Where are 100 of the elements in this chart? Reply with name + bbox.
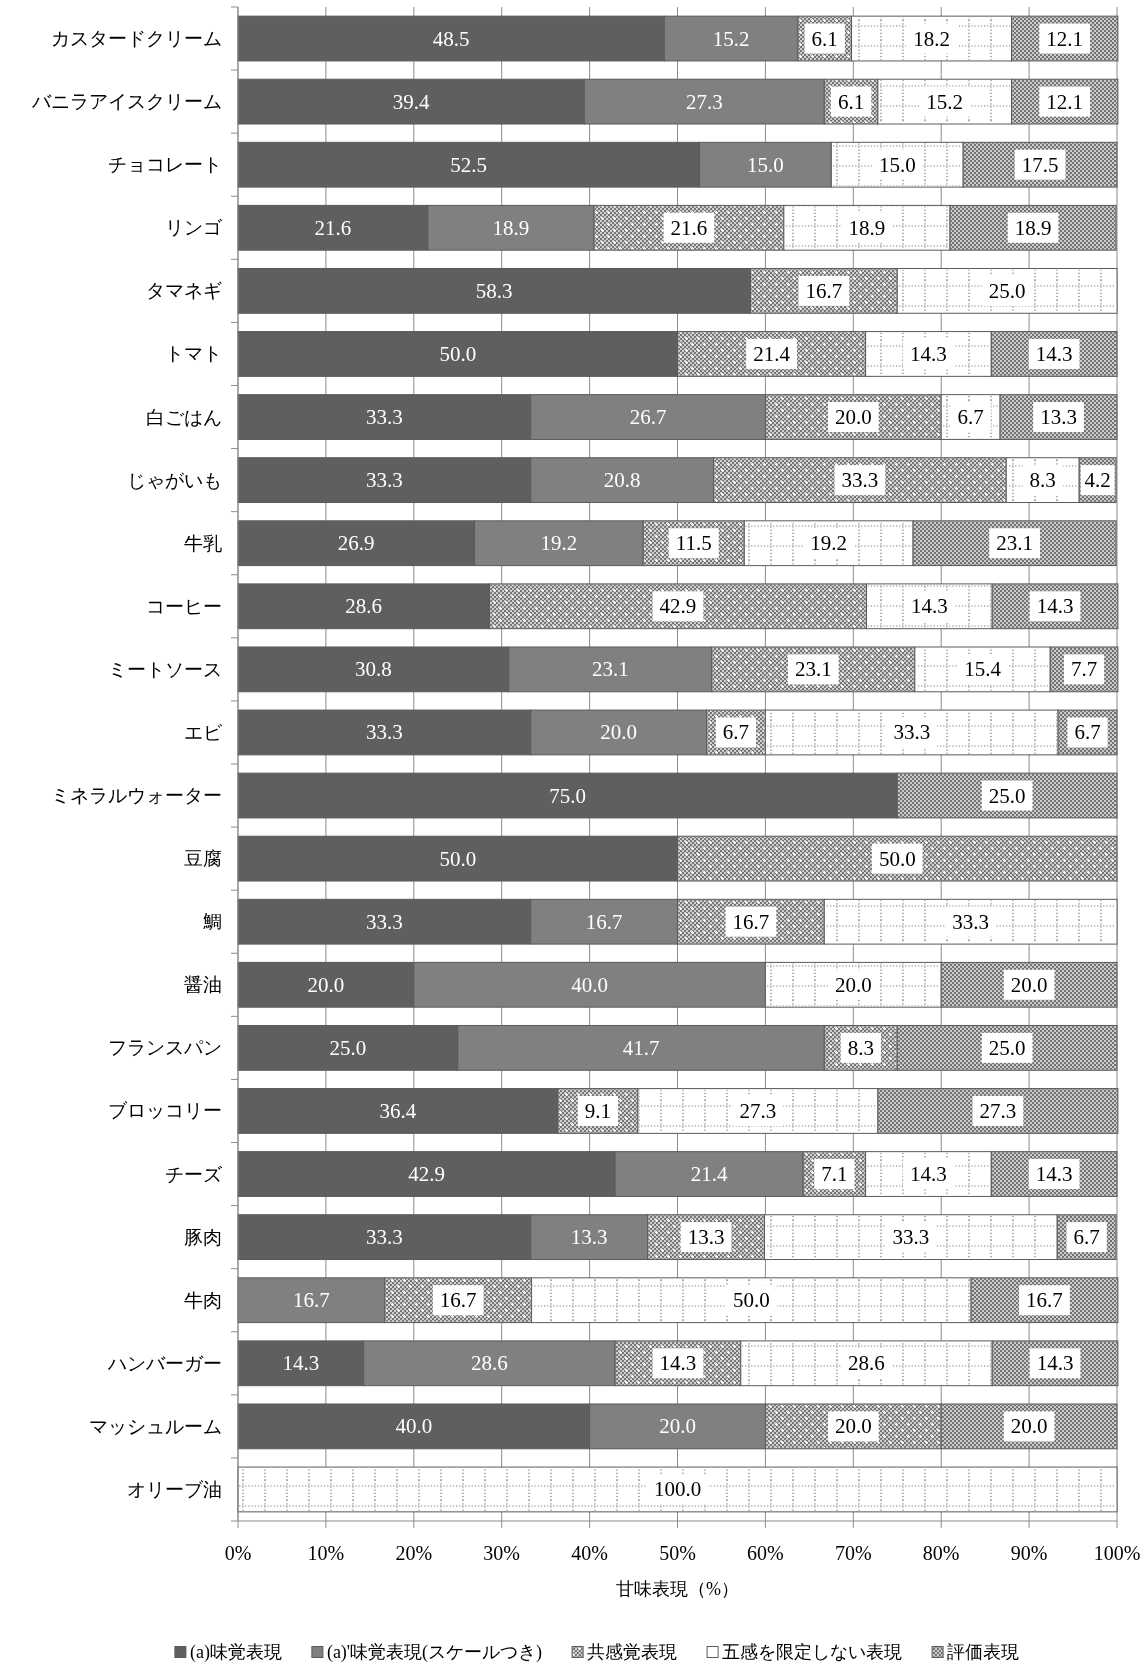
data-label: 8.3 xyxy=(1029,468,1056,493)
data-label: 23.1 xyxy=(787,654,839,685)
data-label: 6.7 xyxy=(957,405,984,430)
data-label: 11.5 xyxy=(668,528,719,559)
data-label: 16.7 xyxy=(1026,1288,1063,1313)
y-tick-label: バニラアイスクリーム xyxy=(31,91,222,113)
data-label: 50.0 xyxy=(878,846,916,871)
data-label: 19.2 xyxy=(810,531,848,556)
data-label: 13.3 xyxy=(570,1225,608,1250)
data-label: 21.4 xyxy=(690,1162,728,1187)
legend-item: 五感を限定しない表現 xyxy=(706,1642,903,1662)
legend-item: 評価表現 xyxy=(931,1642,1020,1662)
data-label: 25.0 xyxy=(329,1035,367,1060)
data-label: 7.7 xyxy=(1063,654,1105,685)
data-label: 14.3 xyxy=(903,1159,954,1190)
data-label: 20.0 xyxy=(600,720,637,745)
data-label: 50.0 xyxy=(439,341,477,366)
legend-item: (a)'味覚表現(スケールつき) xyxy=(311,1642,543,1662)
data-label: 15.2 xyxy=(926,89,964,114)
data-label: 17.5 xyxy=(1021,152,1059,177)
data-label: 7.1 xyxy=(821,1162,848,1187)
data-label: 4.2 xyxy=(1080,465,1115,496)
data-label: 16.7 xyxy=(798,275,850,306)
data-label: 40.0 xyxy=(395,1414,433,1439)
data-label: 33.3 xyxy=(841,468,879,493)
data-label: 25.0 xyxy=(988,783,1026,808)
x-tick-label: 0% xyxy=(224,1542,252,1564)
data-label: 14.3 xyxy=(903,338,954,369)
data-label: 13.3 xyxy=(680,1222,732,1253)
data-label: 14.3 xyxy=(1036,594,1074,619)
x-tick-label: 100% xyxy=(1093,1542,1141,1564)
y-tick-label: ミートソース xyxy=(108,658,222,680)
data-label: 14.3 xyxy=(1029,591,1081,622)
data-label: 14.3 xyxy=(659,1351,697,1376)
data-label: 16.7 xyxy=(1019,1285,1070,1316)
data-label: 14.3 xyxy=(1036,1351,1074,1376)
data-label: 58.3 xyxy=(475,278,513,303)
data-label: 15.0 xyxy=(747,152,784,177)
data-label: 12.1 xyxy=(1046,26,1084,51)
data-label: 52.5 xyxy=(450,152,488,177)
data-label: 41.7 xyxy=(622,1035,660,1060)
data-label: 20.0 xyxy=(307,972,345,997)
data-label: 20.0 xyxy=(827,1411,879,1442)
data-label: 100.0 xyxy=(646,1474,709,1505)
data-label: 14.3 xyxy=(910,1162,947,1187)
data-label: 26.7 xyxy=(629,405,667,430)
data-label: 33.3 xyxy=(885,1222,937,1253)
x-tick-label: 60% xyxy=(747,1542,784,1564)
data-label: 18.2 xyxy=(906,23,957,54)
y-tick-label: チョコレート xyxy=(108,154,222,176)
data-label: 6.7 xyxy=(722,720,750,745)
data-label: 13.3 xyxy=(1033,402,1084,433)
data-label: 20.0 xyxy=(1010,972,1048,997)
x-tick-label: 50% xyxy=(659,1542,696,1564)
legend-label: (a)味覚表現 xyxy=(189,1642,282,1663)
data-label: 33.3 xyxy=(893,720,931,745)
data-label: 48.5 xyxy=(432,26,470,51)
x-axis-title: 甘味表現（%） xyxy=(616,1579,739,1599)
data-label: 14.3 xyxy=(903,591,955,622)
data-label: 16.7 xyxy=(293,1288,330,1313)
data-label: 20.0 xyxy=(827,402,879,433)
y-tick-label: オリーブ油 xyxy=(127,1478,222,1500)
data-label: 14.3 xyxy=(910,341,947,366)
data-label: 6.1 xyxy=(837,89,865,114)
x-tick-label: 70% xyxy=(834,1542,872,1564)
y-tick-label: コーヒー xyxy=(146,595,222,617)
data-label: 6.1 xyxy=(811,26,838,51)
data-label: 33.3 xyxy=(366,720,403,745)
data-label: 33.3 xyxy=(366,405,403,430)
data-label: 12.1 xyxy=(1039,23,1091,54)
data-label: 21.4 xyxy=(746,338,797,369)
data-label: 13.3 xyxy=(687,1225,725,1250)
data-label: 14.3 xyxy=(910,594,948,619)
data-label: 20.8 xyxy=(603,468,641,493)
y-tick-label: 醤油 xyxy=(184,974,222,996)
x-tick-label: 10% xyxy=(307,1542,345,1564)
data-label: 75.0 xyxy=(549,783,586,808)
legend-label: 評価表現 xyxy=(947,1642,1020,1662)
data-label: 42.9 xyxy=(652,591,704,622)
data-label: 14.3 xyxy=(1035,1162,1073,1187)
data-label: 23.1 xyxy=(996,531,1033,556)
data-label: 8.3 xyxy=(847,1035,874,1060)
legend-item: (a)味覚表現 xyxy=(174,1642,282,1662)
data-label: 100.0 xyxy=(653,1477,702,1502)
y-tick-label: タマネギ xyxy=(146,280,222,302)
data-label: 28.6 xyxy=(345,594,383,619)
y-tick-label: トマト xyxy=(165,343,222,365)
data-label: 16.7 xyxy=(732,909,770,934)
data-label: 20.0 xyxy=(1003,1411,1055,1442)
x-tick-label: 20% xyxy=(395,1542,433,1564)
data-label: 18.9 xyxy=(492,215,530,240)
data-label: 50.0 xyxy=(725,1285,777,1316)
y-tick-label: 牛乳 xyxy=(184,532,222,554)
data-label: 11.5 xyxy=(675,531,712,556)
data-label: 9.1 xyxy=(584,1098,612,1123)
data-label: 40.0 xyxy=(571,972,608,997)
data-label: 14.3 xyxy=(1028,1159,1080,1190)
legend-item: 共感覚表現 xyxy=(571,1642,678,1662)
data-label: 20.0 xyxy=(834,405,872,430)
data-label: 33.3 xyxy=(886,717,938,748)
